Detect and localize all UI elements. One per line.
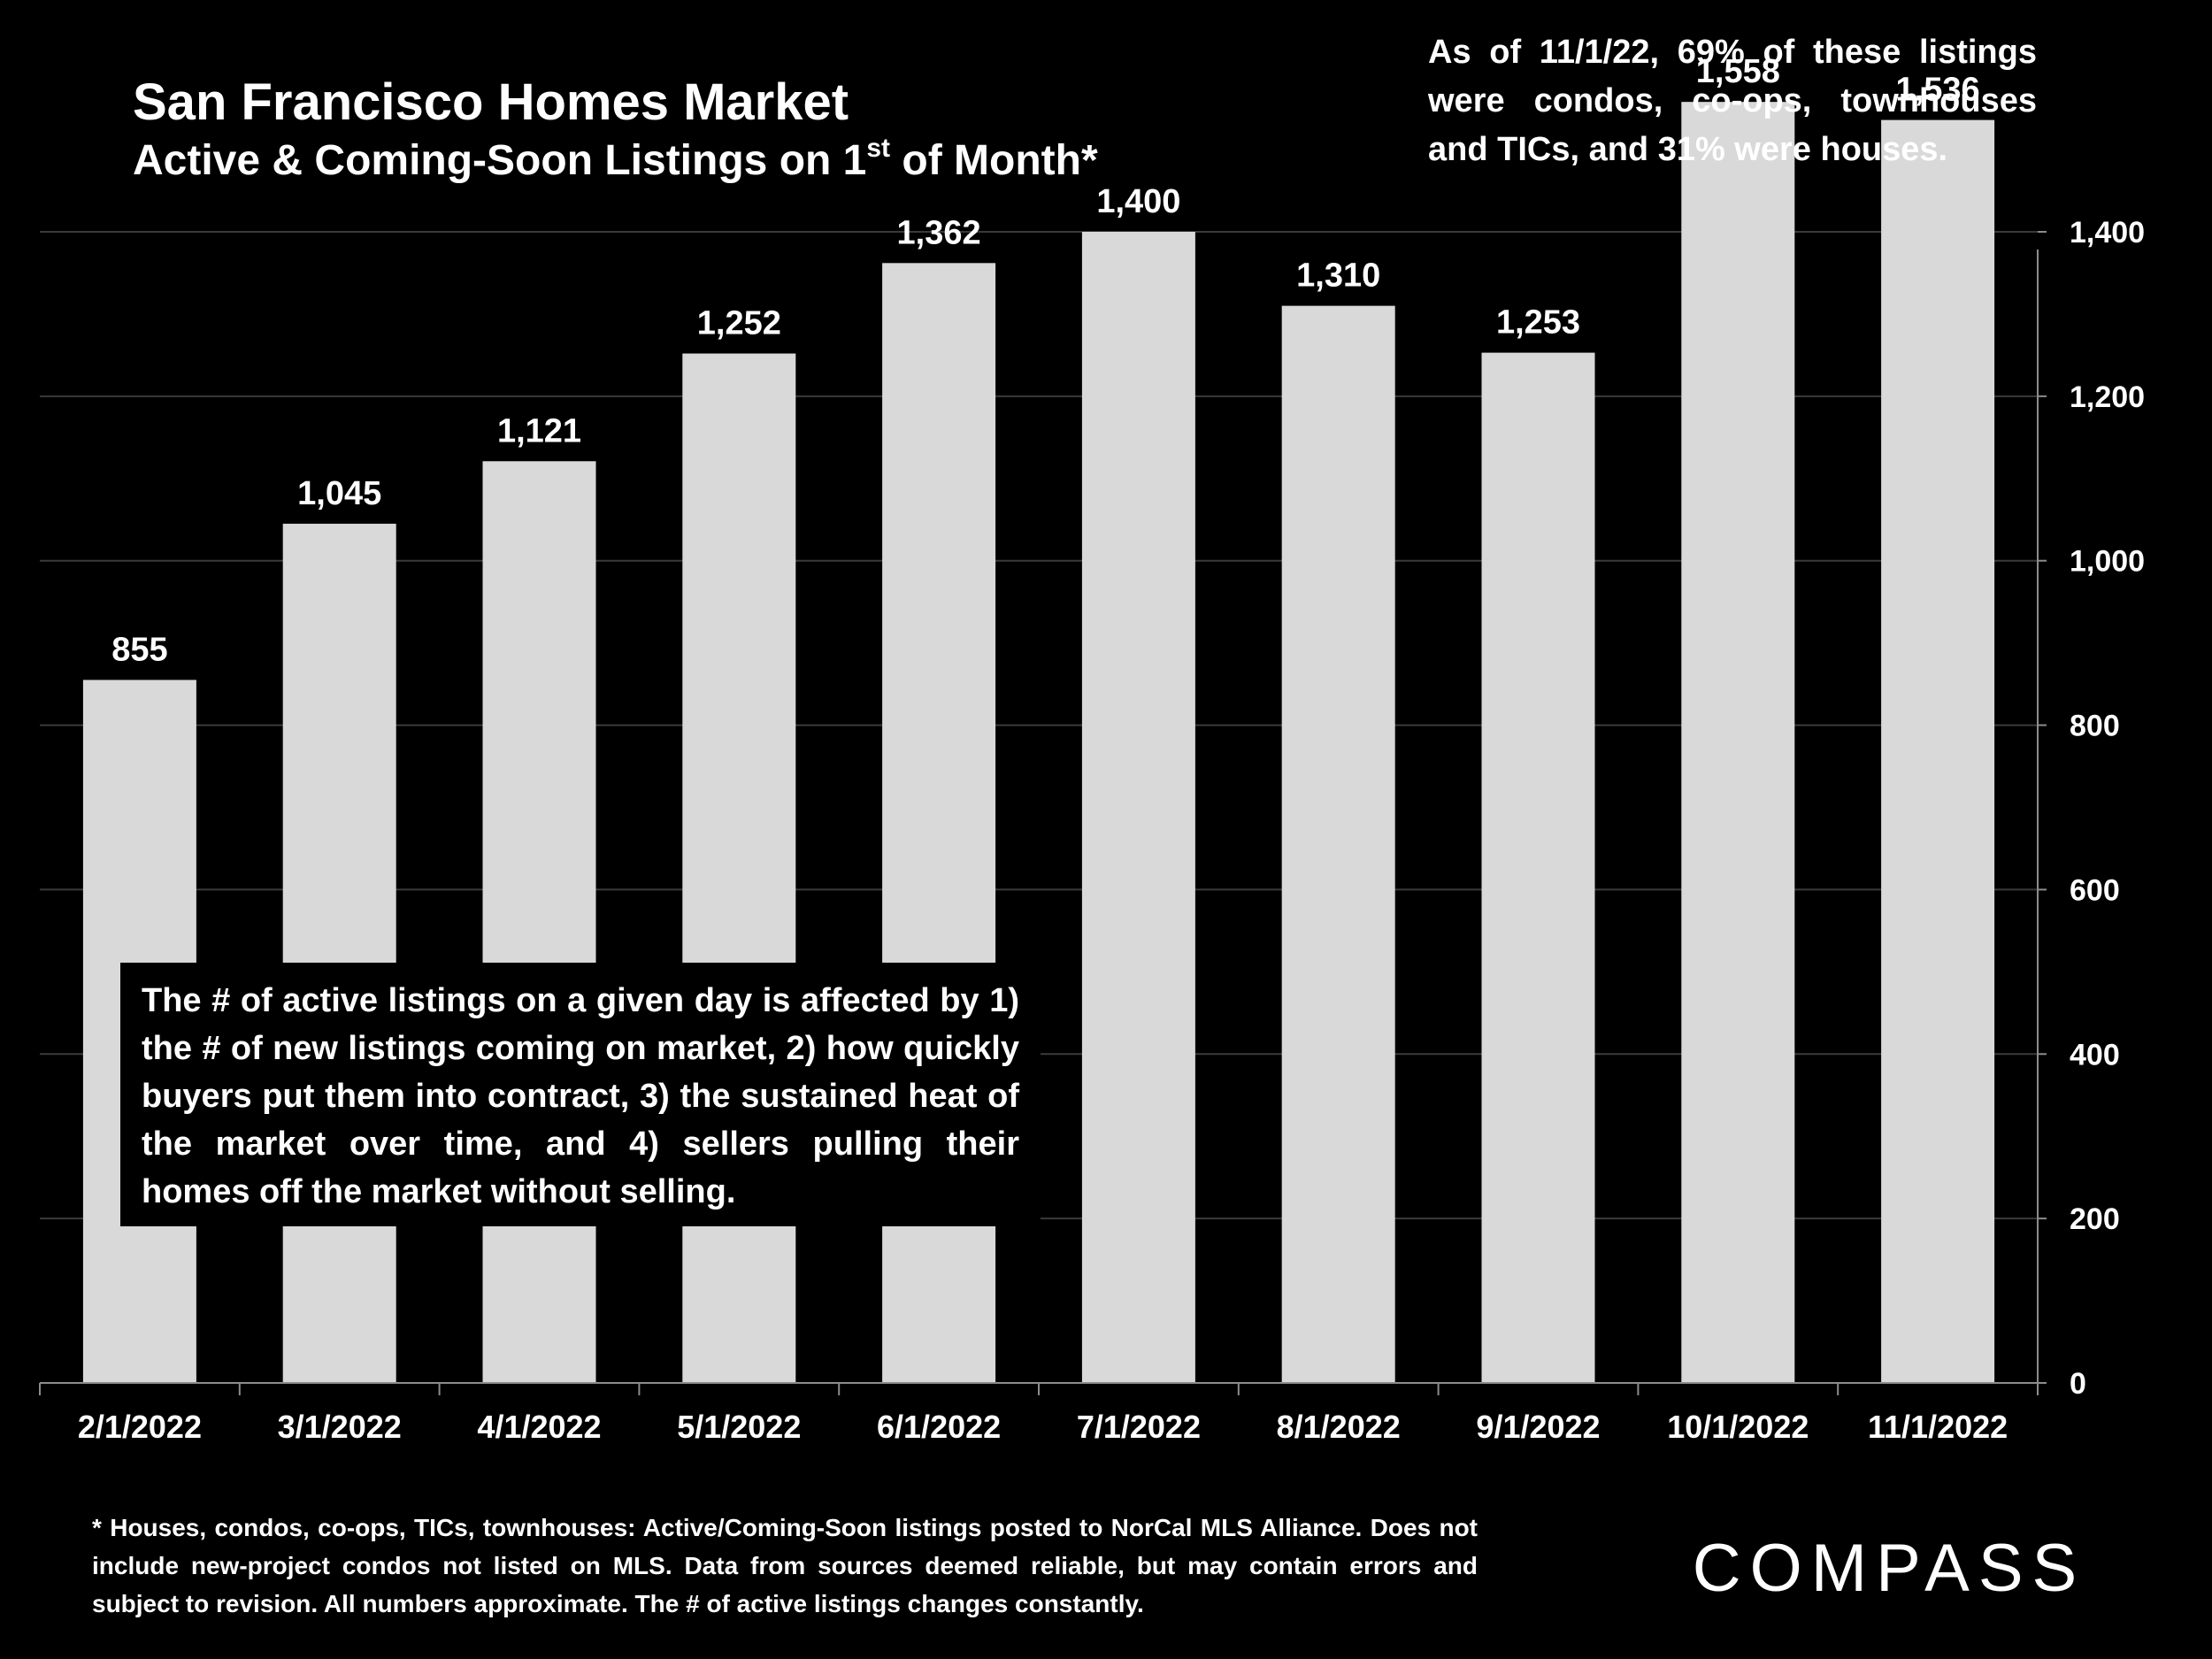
- subtitle-text-end: of Month*: [890, 137, 1098, 184]
- bar: [682, 353, 796, 1383]
- axes: [39, 231, 2047, 1395]
- y-tick-label: 800: [2070, 710, 2120, 743]
- logo-wordmark: COMPASS: [1693, 1531, 2085, 1601]
- labels: 0 200 400 600 800 1,000 1,200 1,400 855 2/1/2022 1…: [78, 53, 2145, 1445]
- y-tick-label: 200: [2070, 1202, 2120, 1236]
- bar: [282, 523, 396, 1383]
- bars: [82, 102, 1995, 1384]
- x-tick-label: 11/1/2022: [1868, 1409, 2008, 1445]
- bar-value-label: 1,558: [1696, 53, 1780, 90]
- bar: [1081, 232, 1195, 1383]
- y-tick-label: 1,400: [2070, 216, 2145, 250]
- subtitle-superscript: st: [866, 134, 891, 163]
- y-tick-label: 0: [2070, 1367, 2086, 1401]
- x-tick-label: 4/1/2022: [477, 1409, 601, 1445]
- bar-value-label: 1,310: [1296, 257, 1380, 295]
- bar-value-label: 1,252: [697, 305, 781, 342]
- bar: [1481, 352, 1595, 1384]
- bar: [482, 461, 596, 1383]
- bar-value-label: 1,536: [1896, 72, 1980, 109]
- y-tick-label: 400: [2070, 1038, 2120, 1071]
- y-tick-label: 600: [2070, 873, 2120, 907]
- composition-note: As of 11/1/22, 69% of these listings wer…: [1428, 34, 2037, 168]
- compass-logo: COMPASS: [1693, 1531, 2085, 1601]
- chart-subtitle: Active & Coming-Soon Listings on 1st of …: [133, 134, 1098, 188]
- bar-value-label: 1,362: [897, 214, 981, 251]
- bar: [1281, 305, 1395, 1383]
- bar: [1881, 119, 1995, 1383]
- x-tick-label: 3/1/2022: [278, 1409, 402, 1445]
- title-block: San Francisco Homes Market Active & Comi…: [133, 71, 1098, 188]
- bar-value-label: 1,045: [297, 475, 381, 512]
- bar-value-label: 1,253: [1496, 304, 1580, 342]
- callout-box: The # of active listings on a given day …: [120, 963, 1041, 1226]
- x-tick-label: 6/1/2022: [877, 1409, 1001, 1445]
- x-tick-label: 7/1/2022: [1077, 1409, 1201, 1445]
- y-tick-label: 1,000: [2070, 545, 2145, 579]
- y-tick-label: 1,200: [2070, 380, 2145, 414]
- bar-value-label: 1,400: [1096, 183, 1180, 220]
- bar-value-label: 855: [111, 631, 167, 668]
- footnote: * Houses, condos, co-ops, TICs, townhous…: [92, 1514, 1478, 1617]
- subtitle-text: Active & Coming-Soon Listings on 1: [133, 137, 867, 184]
- x-tick-label: 2/1/2022: [78, 1409, 202, 1445]
- chart-title: San Francisco Homes Market: [133, 73, 849, 131]
- x-tick-label: 8/1/2022: [1277, 1409, 1401, 1445]
- x-tick-label: 10/1/2022: [1667, 1409, 1809, 1445]
- x-tick-label: 5/1/2022: [677, 1409, 801, 1445]
- x-tick-label: 9/1/2022: [1476, 1409, 1600, 1445]
- bar-value-label: 1,121: [497, 412, 581, 449]
- bar: [1681, 102, 1795, 1384]
